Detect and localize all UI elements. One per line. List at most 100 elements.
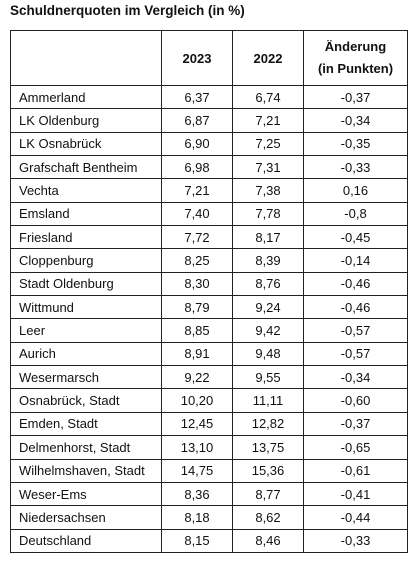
title: Schuldnerquoten im Vergleich (in %) [10,3,245,18]
table-row: Weser-Ems 8,36 8,77 -0,41 [10,481,408,507]
value-cell: -0,60 [303,388,408,413]
value-cell: 8,17 [232,225,304,250]
table-row: LK Oldenburg 6,87 7,21 -0,34 [10,108,408,133]
value-cell: 8,46 [232,528,304,553]
value-cell: 9,42 [232,318,304,343]
value-cell: 11,11 [232,388,304,413]
value-cell: 8,79 [161,295,233,320]
value-cell: 0,16 [303,178,408,203]
value-cell: 13,10 [161,435,233,460]
value-cell: -0,35 [303,131,408,157]
table-row: Osnabrück, Stadt 10,20 11,11 -0,60 [10,388,408,413]
value-cell: -0,46 [303,271,408,297]
table-row: Wittmund 8,79 9,24 -0,46 [10,295,408,320]
table-row: Friesland 7,72 8,17 -0,45 [10,225,408,250]
value-cell: 8,76 [232,271,304,297]
value-cell: -0,8 [303,201,408,227]
value-cell: 8,85 [161,318,233,343]
value-cell: -0,33 [303,155,408,180]
region-cell: Grafschaft Bentheim [10,155,162,180]
header-cell: 2022 [232,30,304,86]
region-cell: Stadt Oldenburg [10,271,162,297]
table-body: Ammerland 6,37 6,74 -0,37 LK Oldenburg 6,87 7,… [10,84,408,553]
value-cell: 9,55 [232,365,304,390]
value-cell: 6,37 [161,84,233,110]
value-cell: 6,90 [161,131,233,157]
value-cell: -0,33 [303,528,408,553]
table-row: Emsland 7,40 7,78 -0,8 [10,201,408,227]
value-cell: 8,25 [161,248,233,273]
region-cell: Osnabrück, Stadt [10,388,162,413]
value-cell: 6,74 [232,84,304,110]
region-cell: Wesermarsch [10,365,162,390]
value-cell: 6,87 [161,108,233,133]
value-cell: -0,57 [303,318,408,343]
value-cell: -0,57 [303,341,408,367]
value-cell: 12,45 [161,411,233,437]
value-cell: 7,25 [232,131,304,157]
value-cell: 8,62 [232,505,304,530]
table-row: Niedersachsen 8,18 8,62 -0,44 [10,505,408,530]
value-cell: -0,14 [303,248,408,273]
region-cell: Emsland [10,201,162,227]
table-head: 2023 2022 Änderung (in Punkten) [10,30,408,86]
table-row: Wilhelmshaven, Stadt 14,75 15,36 -0,61 [10,458,408,483]
region-cell: Aurich [10,341,162,367]
value-cell: 9,24 [232,295,304,320]
value-cell: 7,40 [161,201,233,227]
table-row: Stadt Oldenburg 8,30 8,76 -0,46 [10,271,408,297]
value-cell: 8,18 [161,505,233,530]
header-line: (in Punkten) [317,61,394,76]
table-row: Wesermarsch 9,22 9,55 -0,34 [10,365,408,390]
table-row: LK Osnabrück 6,90 7,25 -0,35 [10,131,408,157]
value-cell: 14,75 [161,458,233,483]
header-cell: 2023 [161,30,233,86]
region-cell: Weser-Ems [10,481,162,507]
value-cell: 8,39 [232,248,304,273]
region-cell: Cloppenburg [10,248,162,273]
value-cell: 8,36 [161,481,233,507]
region-cell: LK Osnabrück [10,131,162,157]
value-cell: -0,37 [303,411,408,437]
header-cell [10,30,162,86]
region-cell: Wittmund [10,295,162,320]
value-cell: 6,98 [161,155,233,180]
value-cell: 7,38 [232,178,304,203]
value-cell: -0,45 [303,225,408,250]
table-row: Delmenhorst, Stadt 13,10 13,75 -0,65 [10,435,408,460]
table-row: Leer 8,85 9,42 -0,57 [10,318,408,343]
region-cell: Vechta [10,178,162,203]
header-line: Änderung [324,39,387,54]
value-cell: -0,46 [303,295,408,320]
value-cell: -0,41 [303,481,408,507]
region-cell: Friesland [10,225,162,250]
table-row: Grafschaft Bentheim 6,98 7,31 -0,33 [10,155,408,180]
table-row: Vechta 7,21 7,38 0,16 [10,178,408,203]
value-cell: 8,15 [161,528,233,553]
value-cell: -0,65 [303,435,408,460]
value-cell: -0,44 [303,505,408,530]
region-cell: Ammerland [10,84,162,110]
value-cell: 7,72 [161,225,233,250]
value-cell: -0,34 [303,108,408,133]
header-row: 2023 2022 Änderung (in Punkten) [10,30,408,86]
value-cell: 7,21 [161,178,233,203]
value-cell: -0,61 [303,458,408,483]
value-cell: 8,30 [161,271,233,297]
header-cell: Änderung (in Punkten) [303,30,408,86]
table-row: Emden, Stadt 12,45 12,82 -0,37 [10,411,408,437]
value-cell: 13,75 [232,435,304,460]
region-cell: Delmenhorst, Stadt [10,435,162,460]
table-row: Aurich 8,91 9,48 -0,57 [10,341,408,367]
value-cell: 7,21 [232,108,304,133]
value-cell: 9,48 [232,341,304,367]
value-cell: 8,91 [161,341,233,367]
region-cell: LK Oldenburg [10,108,162,133]
value-cell: 8,77 [232,481,304,507]
value-cell: -0,37 [303,84,408,110]
value-cell: 7,78 [232,201,304,227]
value-cell: 7,31 [232,155,304,180]
table-row: Ammerland 6,37 6,74 -0,37 [10,84,408,110]
